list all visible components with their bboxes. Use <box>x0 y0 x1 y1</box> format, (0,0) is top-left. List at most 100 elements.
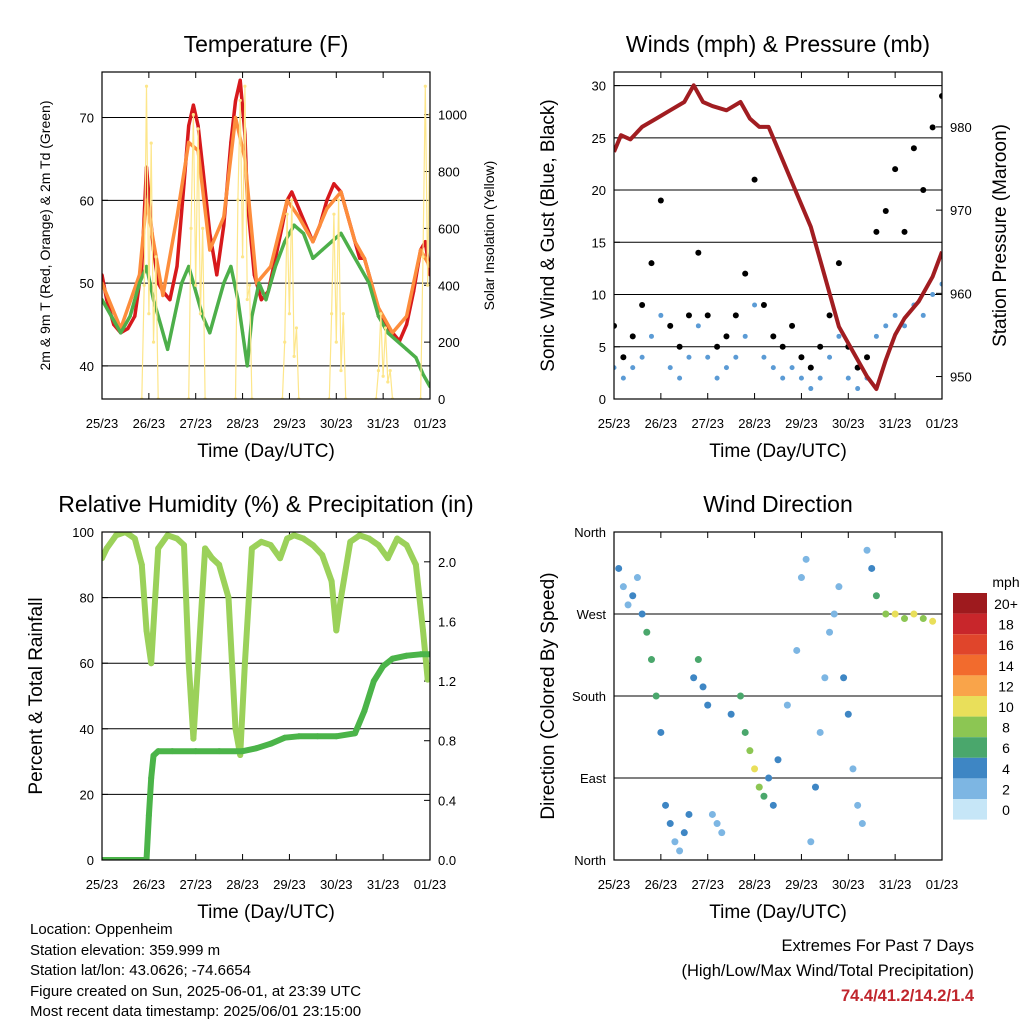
data-point <box>334 340 338 344</box>
x-tick-label: 01/23 <box>414 416 447 431</box>
extremes-values: 74.4/41.2/14.2/1.4 <box>840 987 974 1005</box>
direction-point <box>910 610 918 618</box>
data-point <box>113 532 120 539</box>
x-tick-label: 27/23 <box>691 877 724 892</box>
data-point <box>144 264 149 269</box>
data-point <box>667 365 673 371</box>
colorbar-swatch <box>953 737 987 758</box>
y-tick-label: 40 <box>80 722 94 737</box>
panel-title: Relative Humidity (%) & Precipitation (i… <box>58 491 473 517</box>
x-tick-label: 26/23 <box>133 416 166 431</box>
data-point <box>161 293 165 298</box>
direction-point <box>638 610 646 618</box>
y2-tick-label: 800 <box>438 165 460 180</box>
direction-point <box>816 728 824 736</box>
data-point <box>341 312 345 316</box>
data-point <box>189 226 193 230</box>
data-point <box>119 331 123 335</box>
direction-point <box>699 683 707 691</box>
direction-point <box>858 820 866 828</box>
data-point <box>685 312 692 319</box>
data-point <box>320 248 324 252</box>
data-point <box>367 281 371 285</box>
data-point <box>614 365 617 371</box>
data-point <box>855 386 861 392</box>
data-point <box>277 555 284 562</box>
data-point <box>103 545 110 552</box>
y-tick-label: 60 <box>80 656 94 671</box>
data-point <box>639 354 645 360</box>
data-point <box>173 535 180 542</box>
data-point <box>384 555 391 562</box>
data-point <box>267 740 274 747</box>
data-point <box>147 312 151 316</box>
x-tick-label: 30/23 <box>832 877 865 892</box>
data-point <box>614 322 617 329</box>
data-point <box>388 368 392 373</box>
data-point <box>939 93 942 100</box>
direction-point <box>830 610 838 618</box>
data-point <box>835 260 842 267</box>
data-point <box>215 273 219 277</box>
data-point <box>404 347 409 351</box>
data-point <box>240 255 245 259</box>
data-point <box>294 326 299 330</box>
data-point <box>202 545 209 552</box>
plot-frame <box>613 71 943 400</box>
y-tick-label: 25 <box>592 131 606 146</box>
series-2m-td <box>102 223 430 388</box>
x-tick-label: 25/23 <box>86 877 119 892</box>
y-axis-label: Percent & Total Rainfall <box>26 597 47 794</box>
colorbar-label: 6 <box>1002 740 1010 756</box>
data-point <box>222 215 226 219</box>
colorbar-swatch <box>953 696 987 717</box>
direction-point <box>741 728 749 736</box>
direction-point <box>755 783 763 791</box>
y-tick-label: 0 <box>599 392 606 407</box>
direction-point <box>657 728 665 736</box>
y-axis-label: Sonic Wind & Gust (Blue, Black) <box>538 99 559 371</box>
data-point <box>836 333 842 339</box>
data-point <box>390 331 395 335</box>
y-tick-label: 0 <box>87 853 94 868</box>
data-point <box>826 312 833 319</box>
colorbar-label: 2 <box>1002 781 1010 797</box>
data-point <box>145 812 152 819</box>
data-point <box>301 231 306 236</box>
panel-title: Wind Direction <box>703 491 853 517</box>
data-point <box>414 356 418 360</box>
data-point <box>311 256 315 260</box>
direction-point <box>821 674 829 682</box>
data-point <box>333 627 340 634</box>
data-point <box>216 561 223 568</box>
data-point <box>233 99 238 103</box>
data-point <box>339 231 343 236</box>
direction-point <box>718 829 726 837</box>
y-tick-label: 60 <box>80 193 94 208</box>
data-point <box>295 733 302 740</box>
data-point <box>233 115 238 120</box>
direction-point <box>685 810 693 818</box>
y-tick-label: North <box>574 853 606 868</box>
data-point <box>358 256 362 260</box>
x-axis-label: Time (Day/UTC) <box>197 441 335 462</box>
data-point <box>292 354 296 358</box>
data-point <box>319 551 326 558</box>
y-tick-label: 20 <box>80 787 94 802</box>
x-tick-label: 27/23 <box>179 877 212 892</box>
data-point <box>328 578 335 585</box>
data-point <box>332 182 336 186</box>
panel-3: Wind Direction Time (Day/UTC) North East Sou… <box>538 491 1020 923</box>
x-tick-label: 26/23 <box>133 877 166 892</box>
data-point <box>187 140 191 144</box>
x-tick-label: 25/23 <box>86 416 119 431</box>
data-point <box>421 372 425 376</box>
direction-point <box>708 810 716 818</box>
direction-point <box>849 765 857 773</box>
y2-tick-label: 970 <box>950 203 972 218</box>
data-point <box>677 375 683 381</box>
direction-point <box>891 610 899 618</box>
data-point <box>356 532 363 539</box>
data-point <box>379 312 383 316</box>
colorbar-swatch <box>953 613 987 635</box>
